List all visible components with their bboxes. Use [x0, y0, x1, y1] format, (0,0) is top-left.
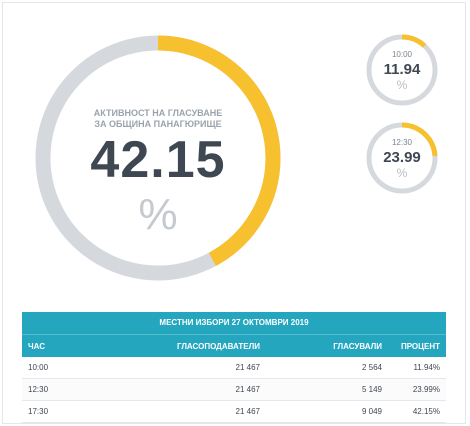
gauge-value: 23.99 [383, 149, 421, 166]
small-gauge-arc [366, 34, 438, 106]
gauge-12-30: 12:30 23.99 % [364, 120, 440, 196]
gauge-unit: % [396, 166, 408, 180]
turnout-table: МЕСТНИ ИЗБОРИ 27 ОКТОМВРИ 2019 ЧАС ГЛАСО… [22, 312, 446, 423]
cell-hour: 10:00 [22, 357, 104, 379]
cell-percent: 42.15% [388, 400, 446, 423]
small-gauge-ring [366, 34, 438, 106]
main-gauge-arc [35, 35, 281, 281]
gauge-value: 11.94 [383, 61, 421, 78]
table-header-row: ЧАС ГЛАСОПОДАВАТЕЛИ ГЛАСУВАЛИ ПРОЦЕНТ [22, 334, 446, 357]
cell-hour: 12:30 [22, 378, 104, 401]
gauge-unit: % [396, 78, 408, 92]
cell-percent: 11.94% [388, 357, 446, 379]
turnout-data-table: ЧАС ГЛАСОПОДАВАТЕЛИ ГЛАСУВАЛИ ПРОЦЕНТ 10… [22, 334, 446, 423]
small-gauge-arc [366, 122, 438, 194]
gauge-time: 12:30 [391, 138, 413, 147]
widget-frame [2, 2, 466, 424]
main-gauge-ring [35, 35, 281, 281]
header-percent: ПРОЦЕНТ [388, 334, 446, 357]
cell-hour: 17:30 [22, 400, 104, 423]
main-gauge-unit: % [138, 190, 178, 239]
cell-voted: 5 149 [266, 378, 388, 401]
table-caption: МЕСТНИ ИЗБОРИ 27 ОКТОМВРИ 2019 [22, 312, 446, 334]
header-voted: ГЛАСУВАЛИ [266, 334, 388, 357]
table-row: 17:30 21 467 9 049 42.15% [22, 400, 446, 423]
cell-percent: 23.99% [388, 378, 446, 401]
gauge-10-00: 10:00 11.94 % [364, 32, 440, 108]
cell-voters: 21 467 [104, 357, 266, 379]
small-gauge-ring [366, 122, 438, 194]
table-row: 10:00 21 467 2 564 11.94% [22, 357, 446, 379]
header-hour: ЧАС [22, 334, 104, 357]
cell-voted: 2 564 [266, 357, 388, 379]
cell-voters: 21 467 [104, 378, 266, 401]
cell-voted: 9 049 [266, 400, 388, 423]
gauge-time: 10:00 [391, 50, 413, 59]
main-turnout-gauge: АКТИВНОСТ НА ГЛАСУВАНЕ ЗА ОБЩИНА ПАНАГЮР… [30, 30, 286, 286]
table-row: 12:30 21 467 5 149 23.99% [22, 378, 446, 401]
cell-voters: 21 467 [104, 400, 266, 423]
main-gauge-value: 42.15 [90, 131, 226, 189]
header-voters: ГЛАСОПОДАВАТЕЛИ [104, 334, 266, 357]
main-gauge-label: АКТИВНОСТ НА ГЛАСУВАНЕ ЗА ОБЩИНА ПАНАГЮР… [93, 108, 223, 129]
